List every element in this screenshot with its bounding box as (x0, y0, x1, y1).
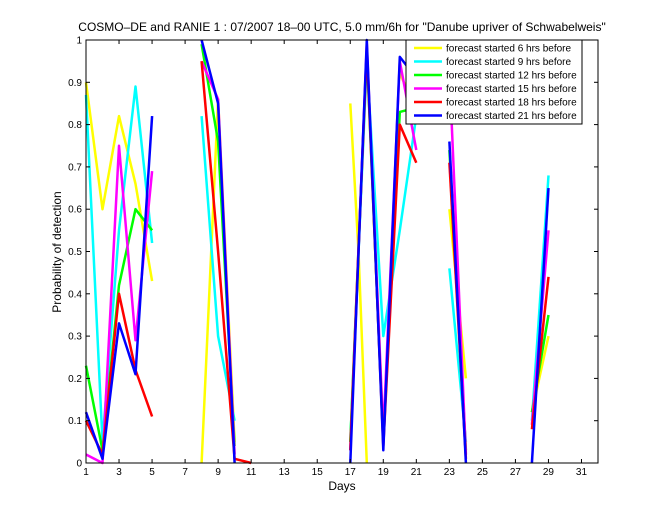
series-line-6-segment-2 (200, 39, 236, 464)
y-tick-label: 0.3 (68, 332, 82, 343)
x-tick-label: 3 (116, 467, 122, 478)
x-tick-label: 29 (543, 467, 555, 478)
x-tick-label: 17 (345, 467, 357, 478)
x-tick-label: 9 (215, 467, 221, 478)
x-tick-label: 5 (149, 467, 155, 478)
x-tick-label: 7 (182, 467, 188, 478)
y-tick-label: 0.1 (68, 416, 82, 427)
series-line-6-segment-3 (349, 38, 418, 464)
x-tick-label: 15 (312, 467, 324, 478)
y-tick-label: 0.8 (68, 120, 82, 131)
legend-entry: forecast started 21 hrs before (446, 111, 577, 122)
plot-lines (84, 38, 550, 465)
x-tick-label: 31 (576, 467, 588, 478)
legend-box (405, 39, 583, 125)
x-tick-label: 21 (411, 467, 423, 478)
legend-entry: forecast started 9 hrs before (446, 57, 572, 68)
series-line-2-segment-1 (84, 85, 154, 444)
series-line-6-segment-5 (530, 188, 550, 464)
y-tick-label: 0.6 (68, 205, 82, 216)
x-tick-label: 1 (83, 467, 89, 478)
x-tick-label: 25 (477, 467, 489, 478)
series-line-6-segment-1 (84, 116, 154, 461)
x-tick-label: 13 (279, 467, 291, 478)
legend: forecast started 6 hrs before forecast st… (405, 39, 583, 125)
x-tick-label: 19 (378, 467, 390, 478)
legend-entry: forecast started 12 hrs before (446, 71, 577, 82)
x-axis-label: Days (328, 479, 355, 493)
y-tick-label: 0.5 (68, 247, 82, 258)
x-tick-label: 11 (246, 467, 257, 478)
x-tick-label: 23 (444, 467, 456, 478)
legend-entry: forecast started 18 hrs before (446, 98, 577, 109)
y-tick-label: 0 (76, 459, 82, 470)
y-tick-label: 0.2 (68, 374, 82, 385)
legend-entry: forecast started 6 hrs before (446, 44, 572, 55)
series-line-6-segment-4 (448, 141, 468, 464)
y-tick-label: 0.7 (68, 162, 82, 173)
series-line-5-segment-2 (200, 61, 252, 465)
legend-entry: forecast started 15 hrs before (446, 84, 577, 95)
x-tick-label: 27 (510, 467, 522, 478)
series-line-3-segment-1 (84, 207, 154, 452)
y-tick-label: 0.4 (68, 289, 82, 300)
y-axis: 0 0.1 0.2 0.3 0.4 0.5 0.6 0.7 0.8 0.9 1 (68, 36, 598, 470)
y-tick-label: 1 (76, 36, 82, 47)
x-axis: 1 3 5 7 9 11 13 15 17 19 21 23 25 27 29 31 (83, 40, 587, 478)
y-tick-label: 0.9 (68, 78, 82, 89)
chart-title: COSMO–DE and RANIE 1 : 07/2007 18–00 UTC… (78, 20, 605, 34)
y-axis-label: Probability of detection (50, 191, 64, 312)
